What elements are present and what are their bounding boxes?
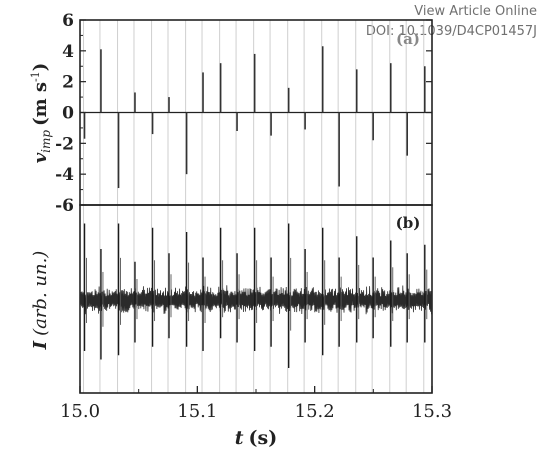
panel-a-ytick-label-3: 0 xyxy=(62,104,74,124)
panel-b-xtick-label-2: 15.2 xyxy=(295,401,335,422)
panel-a-ytick-label-6: -6 xyxy=(55,196,74,216)
panel-b-xtick-label-0: 15.0 xyxy=(60,401,100,422)
panel-b-trace xyxy=(79,223,433,368)
panel-b-label: (b) xyxy=(396,214,421,232)
panel-b-ylabel: I(arb. un.) xyxy=(30,251,51,351)
reference-lines xyxy=(83,20,425,393)
panel-a-ytick-label-1: 4 xyxy=(62,42,74,62)
panel-a-ylabel: vimp(m s-1) xyxy=(29,63,53,164)
panel-a-ytick-label-5: -4 xyxy=(55,165,74,185)
panel-b-xlabel: t (s) xyxy=(235,427,277,449)
panel-a-ytick-label-2: 2 xyxy=(62,73,74,93)
view-article-online-link[interactable]: View Article Online xyxy=(414,4,537,19)
article-header: View Article Online DOI: 10.1039/D4CP014… xyxy=(366,2,537,42)
panel-a-ytick-label-0: 6 xyxy=(62,11,74,31)
panel-b-noise-band xyxy=(79,285,433,315)
svg-text:vimp(m s-1): vimp(m s-1) xyxy=(29,63,53,164)
svg-text:I(arb. un.): I(arb. un.) xyxy=(30,251,51,351)
panel-a-ytick-label-4: -2 xyxy=(55,134,74,154)
doi-link[interactable]: DOI: 10.1039/D4CP01457J xyxy=(365,24,537,39)
panel-b-xtick-label-3: 15.3 xyxy=(412,401,452,422)
panel-b-xtick-label-1: 15.1 xyxy=(177,401,217,422)
panel-a-bars xyxy=(83,46,426,189)
panel-a-y-axis: 6 4 2 0 -2 -4 -6 xyxy=(55,11,432,216)
panel-a-label: (a) xyxy=(396,30,420,48)
panel-b-x-axis: 15.0 15.1 15.2 15.3 xyxy=(60,386,452,422)
